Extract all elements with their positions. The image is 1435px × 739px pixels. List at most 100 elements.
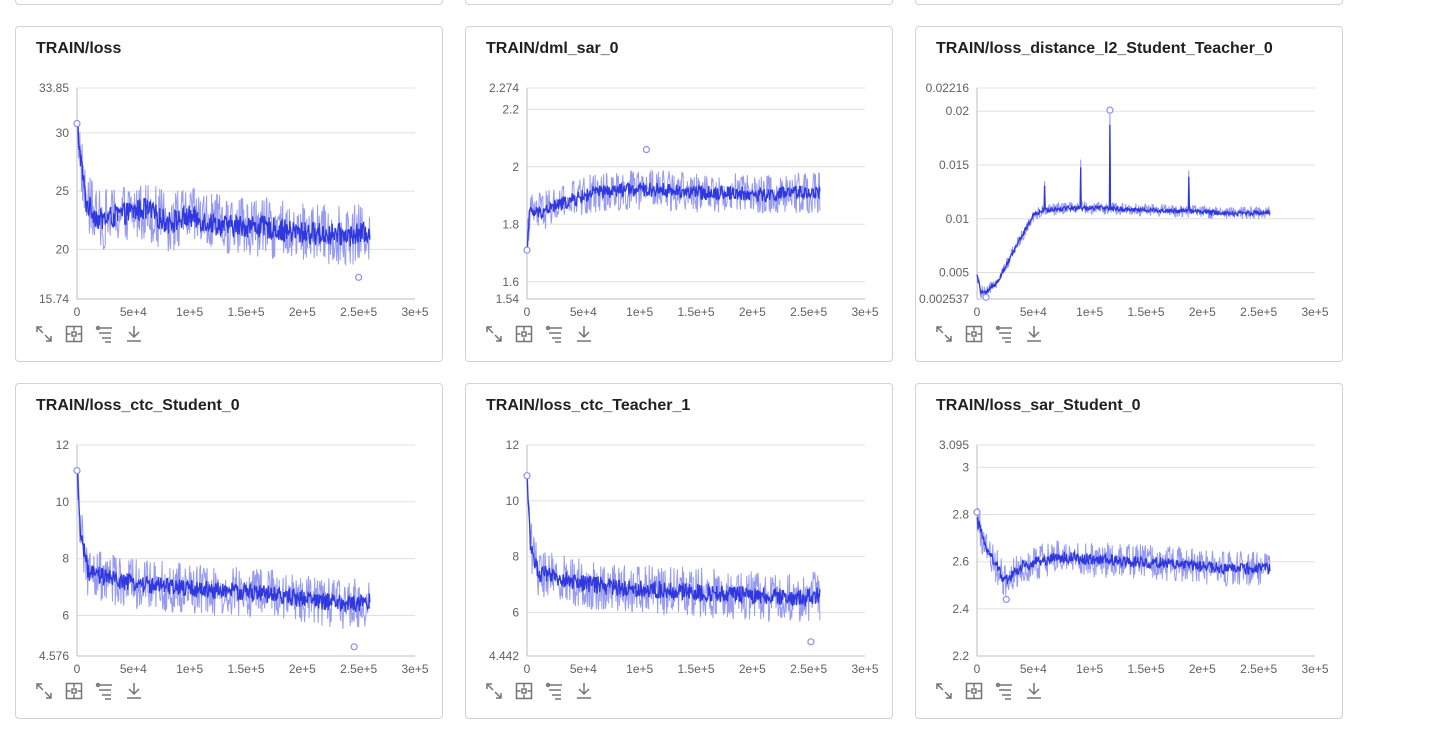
fullscreen-button[interactable] <box>34 324 54 344</box>
y-tick-label: 2.6 <box>952 555 969 569</box>
x-tick-label: 5e+4 <box>1020 305 1047 319</box>
x-tick-label: 1.5e+5 <box>227 662 264 676</box>
fit-domain-button[interactable] <box>964 681 984 701</box>
series-line-smoothed[interactable] <box>526 181 821 251</box>
line-chart[interactable]: 0.002537 0.005 0.01 0.015 0.02 0.02216 0 5e+4 1e… <box>916 71 1342 321</box>
fullscreen-button[interactable] <box>484 324 504 344</box>
series-line-smoothed[interactable] <box>76 470 371 613</box>
fit-domain-button[interactable] <box>64 681 84 701</box>
fit-domain-icon <box>65 682 83 700</box>
fullscreen-button[interactable] <box>934 681 954 701</box>
y-tick-label: 10 <box>506 494 520 508</box>
chart-toolbar <box>484 681 594 701</box>
x-tick-label: 2.5e+5 <box>340 662 377 676</box>
series-line-raw <box>976 110 1271 298</box>
x-tick-label: 1.5e+5 <box>1127 662 1164 676</box>
fullscreen-button[interactable] <box>484 681 504 701</box>
fit-domain-button[interactable] <box>514 324 534 344</box>
chart-card-partial <box>465 0 893 5</box>
fit-domain-icon <box>965 325 983 343</box>
series-line-smoothed[interactable] <box>976 517 1271 585</box>
x-tick-label: 3e+5 <box>851 662 878 676</box>
chart-toolbar <box>934 324 1044 344</box>
fullscreen-icon <box>36 326 52 342</box>
filter-icon <box>545 682 562 700</box>
filter-button[interactable] <box>544 681 564 701</box>
y-tick-label: 33.85 <box>39 81 69 95</box>
y-tick-label: 3.095 <box>939 438 969 452</box>
x-tick-label: 0 <box>74 305 81 319</box>
fit-domain-icon <box>515 325 533 343</box>
download-icon <box>577 683 591 699</box>
line-chart[interactable]: 1.54 1.6 1.8 2 2.2 2.274 0 5e+4 1e+5 1.5e+5 2e+5 2.… <box>466 71 892 321</box>
fit-domain-button[interactable] <box>964 324 984 344</box>
series-line-smoothed[interactable] <box>526 475 821 607</box>
y-tick-label: 4.576 <box>39 649 69 663</box>
fit-domain-button[interactable] <box>64 324 84 344</box>
download-button[interactable] <box>1024 324 1044 344</box>
y-tick-label: 8 <box>512 550 519 564</box>
fit-domain-icon <box>965 682 983 700</box>
fit-domain-button[interactable] <box>514 681 534 701</box>
line-chart[interactable]: 2.2 2.4 2.6 2.8 3 3.095 0 5e+4 1e+5 1.5e+5 2e+5 2.5… <box>916 428 1342 678</box>
y-tick-label: 12 <box>506 438 520 452</box>
y-tick-label: 8 <box>62 552 69 566</box>
download-button[interactable] <box>124 681 144 701</box>
chart-title: TRAIN/loss_ctc_Teacher_1 <box>486 397 691 414</box>
fit-domain-icon <box>515 682 533 700</box>
chart-card: TRAIN/loss_ctc_Teacher_1 4.442 6 8 10 12 0 5e+… <box>465 383 893 719</box>
download-icon <box>1027 683 1041 699</box>
filter-button[interactable] <box>994 324 1014 344</box>
chart-title: TRAIN/loss_sar_Student_0 <box>936 397 1141 414</box>
x-tick-label: 2e+5 <box>1189 305 1216 319</box>
extremum-marker <box>1106 106 1114 114</box>
filter-button[interactable] <box>994 681 1014 701</box>
y-tick-label: 2 <box>512 160 519 174</box>
filter-button[interactable] <box>544 324 564 344</box>
chart-title: TRAIN/dml_sar_0 <box>486 40 619 57</box>
x-tick-label: 2.5e+5 <box>1240 305 1277 319</box>
x-tick-label: 1e+5 <box>626 305 653 319</box>
fullscreen-icon <box>486 683 502 699</box>
extremum-marker <box>807 638 815 646</box>
line-chart[interactable]: 4.442 6 8 10 12 0 5e+4 1e+5 1.5e+5 2e+5 2.5e+5 3e+5 <box>466 428 892 678</box>
series-line-raw <box>76 470 371 629</box>
download-icon <box>127 683 141 699</box>
x-tick-label: 1e+5 <box>1076 662 1103 676</box>
x-tick-label: 0 <box>74 662 81 676</box>
chart-card: TRAIN/loss_distance_l2_Student_Teacher_0… <box>915 26 1343 362</box>
fit-domain-icon <box>65 325 83 343</box>
filter-button[interactable] <box>94 681 114 701</box>
download-button[interactable] <box>574 324 594 344</box>
fullscreen-button[interactable] <box>34 681 54 701</box>
download-button[interactable] <box>574 681 594 701</box>
y-tick-label: 2.8 <box>952 508 969 522</box>
x-tick-label: 3e+5 <box>401 305 428 319</box>
x-tick-label: 2.5e+5 <box>790 305 827 319</box>
x-tick-label: 1e+5 <box>176 305 203 319</box>
download-icon <box>577 326 591 342</box>
x-tick-label: 1e+5 <box>176 662 203 676</box>
y-tick-label: 25 <box>56 184 70 198</box>
x-tick-label: 0 <box>524 305 531 319</box>
download-button[interactable] <box>1024 681 1044 701</box>
x-tick-label: 1.5e+5 <box>1127 305 1164 319</box>
line-chart[interactable]: 4.576 6 8 10 12 0 5e+4 1e+5 1.5e+5 2e+5 2.5e+5 3e+5 <box>16 428 442 678</box>
filter-button[interactable] <box>94 324 114 344</box>
x-tick-label: 0 <box>974 662 981 676</box>
x-tick-label: 5e+4 <box>570 662 597 676</box>
chart-title: TRAIN/loss <box>36 40 122 57</box>
y-tick-label: 30 <box>56 126 70 140</box>
y-tick-label: 6 <box>512 606 519 620</box>
fullscreen-button[interactable] <box>934 324 954 344</box>
download-button[interactable] <box>124 324 144 344</box>
filter-icon <box>995 325 1012 343</box>
y-tick-label: 0.005 <box>939 266 969 280</box>
download-icon <box>1027 326 1041 342</box>
extremum-marker <box>73 119 81 128</box>
series-line-smoothed[interactable] <box>76 120 371 247</box>
series-line-raw <box>526 475 821 623</box>
chart-toolbar <box>934 681 1044 701</box>
line-chart[interactable]: 15.74 20 25 30 33.85 0 5e+4 1e+5 1.5e+5 2e+5 2.5e+… <box>16 71 442 321</box>
series-line-smoothed[interactable] <box>976 124 1271 297</box>
